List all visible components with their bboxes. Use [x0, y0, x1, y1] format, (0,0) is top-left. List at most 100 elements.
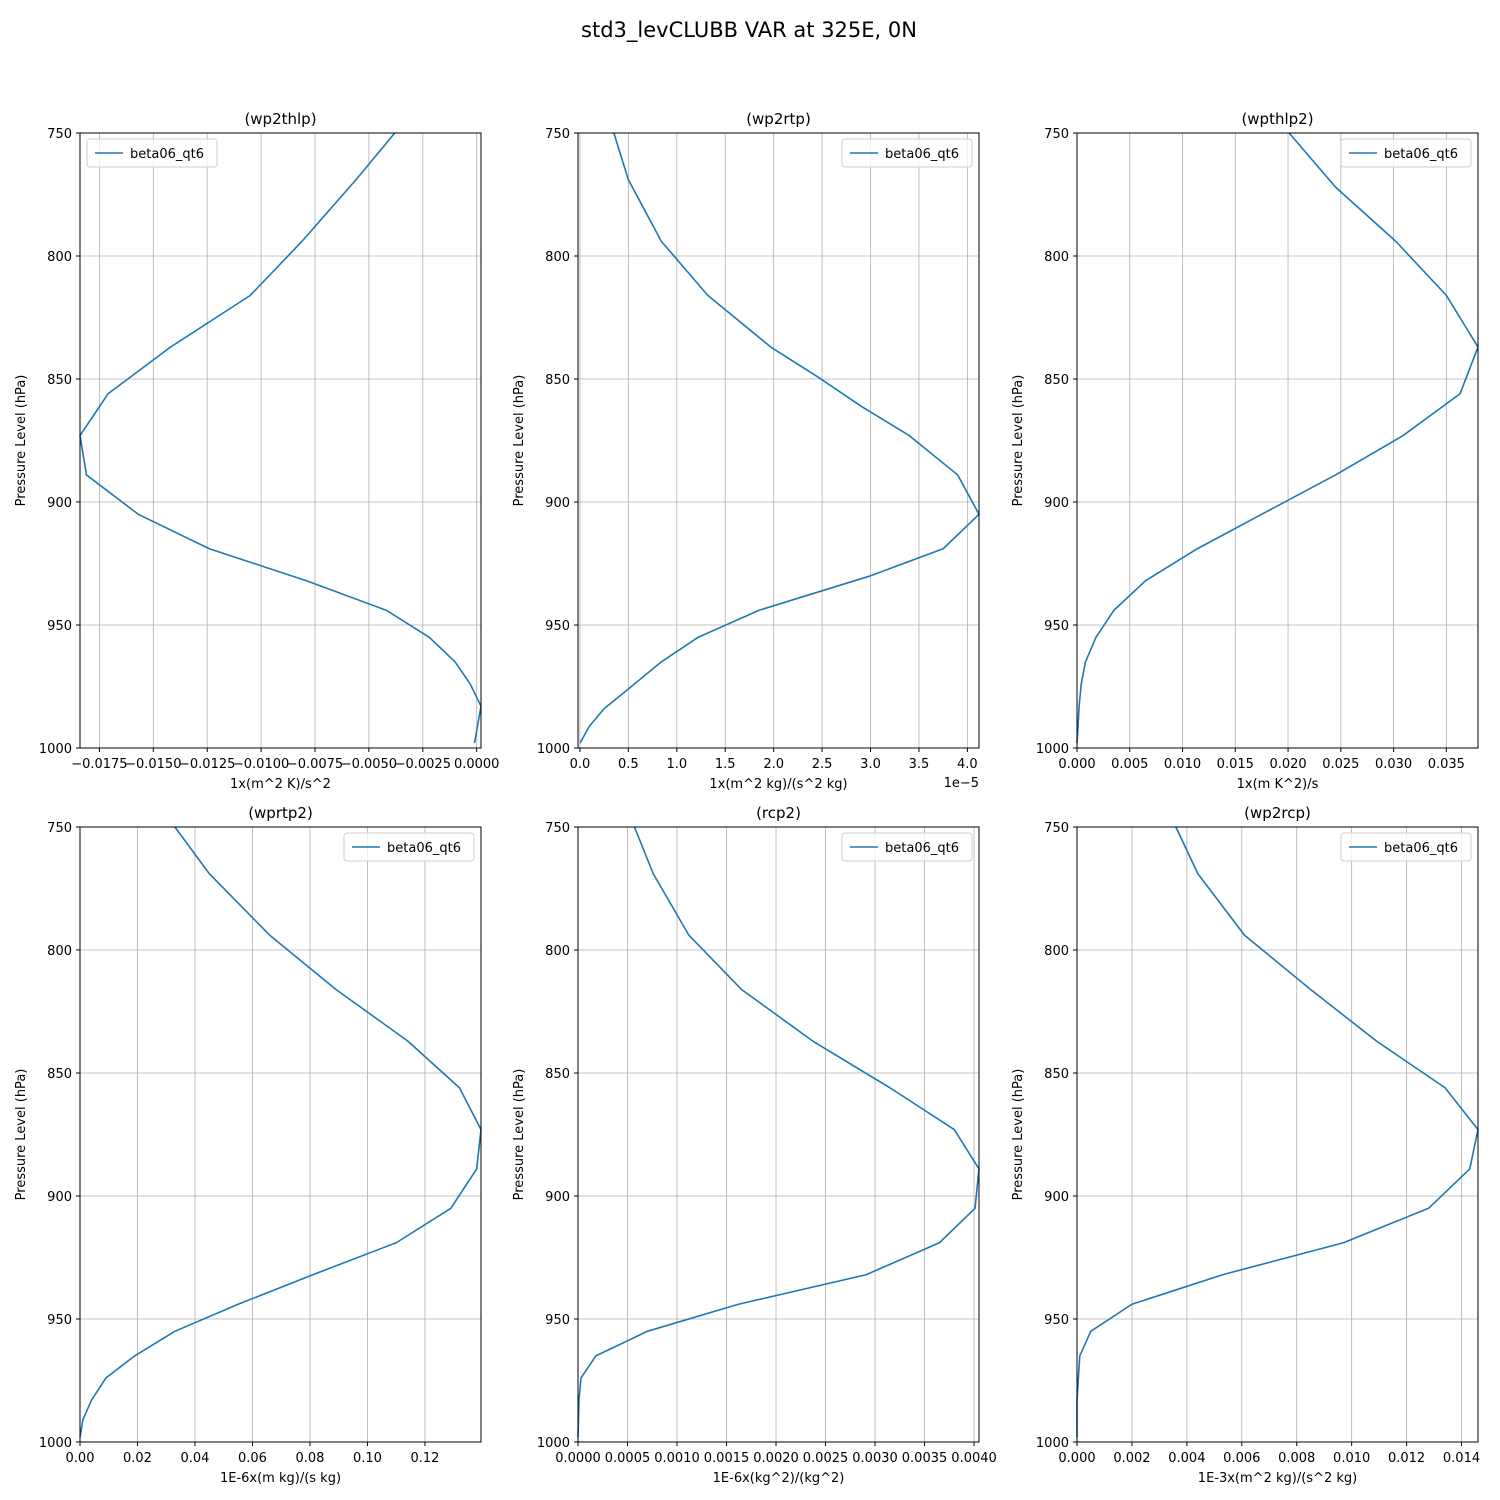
- x-tick-label: 3.5: [909, 757, 930, 772]
- x-axis-label: 1E-3x(m^2 kg)/(s^2 kg): [1198, 1471, 1357, 1486]
- y-tick-label: 850: [47, 373, 72, 388]
- x-tick-label: −0.0150: [125, 757, 181, 772]
- subplot-2: 0.0 0.5 1.0 1.5 2.0 2.5 3.0 3.5 4.0 750 800 850 900 9…: [512, 110, 980, 792]
- y-tick-label: 950: [545, 619, 570, 634]
- series-line-beta06_qt6: [79, 826, 482, 1438]
- x-axis-label: 1x(m K^2)/s: [1237, 777, 1319, 792]
- x-tick-label: 0.025: [1322, 757, 1359, 772]
- y-tick-label: 750: [545, 127, 570, 142]
- axes-frame: [79, 826, 482, 1443]
- x-tick-label: 0.12: [410, 1451, 439, 1466]
- x-tick-label: 0.005: [1111, 757, 1148, 772]
- legend-box: [343, 832, 475, 862]
- x-tick-label: 0.00: [66, 1451, 95, 1466]
- x-tick-label: 0.000: [1058, 1451, 1095, 1466]
- subplot-title: (wpthlp2): [1241, 110, 1313, 128]
- y-tick-label: 800: [1044, 250, 1069, 265]
- legend-label: beta06_qt6: [1384, 147, 1458, 162]
- x-axis-label: 1x(m^2 K)/s^2: [230, 777, 331, 792]
- y-tick-label: 1000: [537, 742, 570, 757]
- y-tick-label: 900: [545, 496, 570, 511]
- legend: beta06_qt6: [841, 138, 973, 168]
- x-tick-label: 0.0010: [654, 1451, 700, 1466]
- x-tick-label: 0.02: [123, 1451, 152, 1466]
- legend: beta06_qt6: [86, 138, 218, 168]
- y-tick-label: 850: [1044, 1067, 1069, 1082]
- x-tick-label: −0.0100: [233, 757, 289, 772]
- series-line-beta06_qt6: [1076, 132, 1479, 744]
- y-axis-label: Pressure Level (hPa): [14, 1069, 29, 1201]
- series-line-beta06_qt6: [1076, 826, 1479, 1438]
- x-tick-label: 0.0035: [902, 1451, 948, 1466]
- x-tick-label: 0.0020: [753, 1451, 799, 1466]
- y-tick-label: 1000: [537, 1436, 570, 1451]
- x-tick-label: −0.0025: [395, 757, 451, 772]
- series-line-beta06_qt6: [79, 132, 482, 744]
- x-tick-label: 0.04: [181, 1451, 210, 1466]
- x-tick-label: 3.0: [860, 757, 881, 772]
- legend-label: beta06_qt6: [885, 841, 959, 856]
- legend-label: beta06_qt6: [1384, 841, 1458, 856]
- y-tick-label: 750: [1044, 821, 1069, 836]
- x-tick-label: 0.015: [1217, 757, 1254, 772]
- subplot-title: (wp2rtp): [746, 110, 811, 128]
- x-tick-label: −0.0125: [179, 757, 235, 772]
- y-tick-label: 800: [545, 944, 570, 959]
- x-tick-label: 0.5: [618, 757, 639, 772]
- legend: beta06_qt6: [841, 832, 973, 862]
- y-tick-label: 900: [545, 1190, 570, 1205]
- y-tick-label: 750: [545, 821, 570, 836]
- x-tick-label: 0.004: [1168, 1451, 1205, 1466]
- x-tick-label: 0.035: [1428, 757, 1465, 772]
- y-tick-label: 950: [47, 1313, 72, 1328]
- x-axis-label: 1x(m^2 kg)/(s^2 kg): [709, 777, 847, 792]
- y-tick-label: 850: [47, 1067, 72, 1082]
- axes-frame: [577, 826, 980, 1443]
- legend-box: [1340, 138, 1472, 168]
- x-tick-label: 0.020: [1269, 757, 1306, 772]
- x-tick-label: 0.0000: [555, 1451, 601, 1466]
- x-axis-label: 1E-6x(kg^2)/(kg^2): [713, 1471, 845, 1486]
- subplot-grid: −0.0175−0.0150−0.0125−0.0100−0.0075−0.00…: [14, 110, 1480, 1486]
- y-axis-label: Pressure Level (hPa): [512, 1069, 527, 1201]
- x-axis-offset-text: 1e−5: [944, 776, 979, 791]
- x-tick-label: 0.10: [353, 1451, 382, 1466]
- subplot-title: (wp2thlp): [244, 110, 316, 128]
- x-tick-label: 0.0: [570, 757, 591, 772]
- y-tick-label: 1000: [39, 742, 72, 757]
- y-tick-label: 950: [1044, 1313, 1069, 1328]
- y-tick-label: 750: [47, 821, 72, 836]
- y-tick-label: 950: [545, 1313, 570, 1328]
- y-tick-label: 900: [1044, 1190, 1069, 1205]
- x-tick-label: 0.010: [1333, 1451, 1370, 1466]
- y-tick-label: 850: [1044, 373, 1069, 388]
- x-tick-label: 0.0040: [951, 1451, 997, 1466]
- subplot-3: 0.000 0.005 0.010 0.015 0.020 0.025 0.030 0.035…: [1011, 110, 1479, 792]
- x-tick-label: 0.006: [1223, 1451, 1260, 1466]
- legend-label: beta06_qt6: [387, 841, 461, 856]
- legend-box: [841, 138, 973, 168]
- legend-label: beta06_qt6: [885, 147, 959, 162]
- y-tick-label: 900: [47, 1190, 72, 1205]
- y-tick-label: 800: [1044, 944, 1069, 959]
- axes-frame: [1076, 826, 1479, 1443]
- y-axis-label: Pressure Level (hPa): [14, 375, 29, 507]
- x-tick-label: 0.06: [238, 1451, 267, 1466]
- subplot-6: 0.000 0.002 0.004 0.006 0.008 0.010 0.012 0.014…: [1011, 804, 1480, 1486]
- subplot-1: −0.0175−0.0150−0.0125−0.0100−0.0075−0.00…: [14, 110, 499, 792]
- axes-frame: [1076, 132, 1479, 749]
- x-tick-label: 0.08: [295, 1451, 324, 1466]
- y-axis-label: Pressure Level (hPa): [1011, 375, 1026, 507]
- y-tick-label: 1000: [1036, 742, 1069, 757]
- legend: beta06_qt6: [343, 832, 475, 862]
- x-tick-label: 0.0030: [852, 1451, 898, 1466]
- y-axis-label: Pressure Level (hPa): [512, 375, 527, 507]
- x-tick-label: −0.0175: [71, 757, 127, 772]
- x-tick-label: 0.000: [1058, 757, 1095, 772]
- x-tick-label: 4.0: [957, 757, 978, 772]
- x-tick-label: 1.0: [666, 757, 687, 772]
- x-tick-label: −0.0050: [341, 757, 397, 772]
- subplot-4: 0.00 0.02 0.04 0.06 0.08 0.10 0.12 750 800 850 900…: [14, 804, 482, 1486]
- legend-box: [841, 832, 973, 862]
